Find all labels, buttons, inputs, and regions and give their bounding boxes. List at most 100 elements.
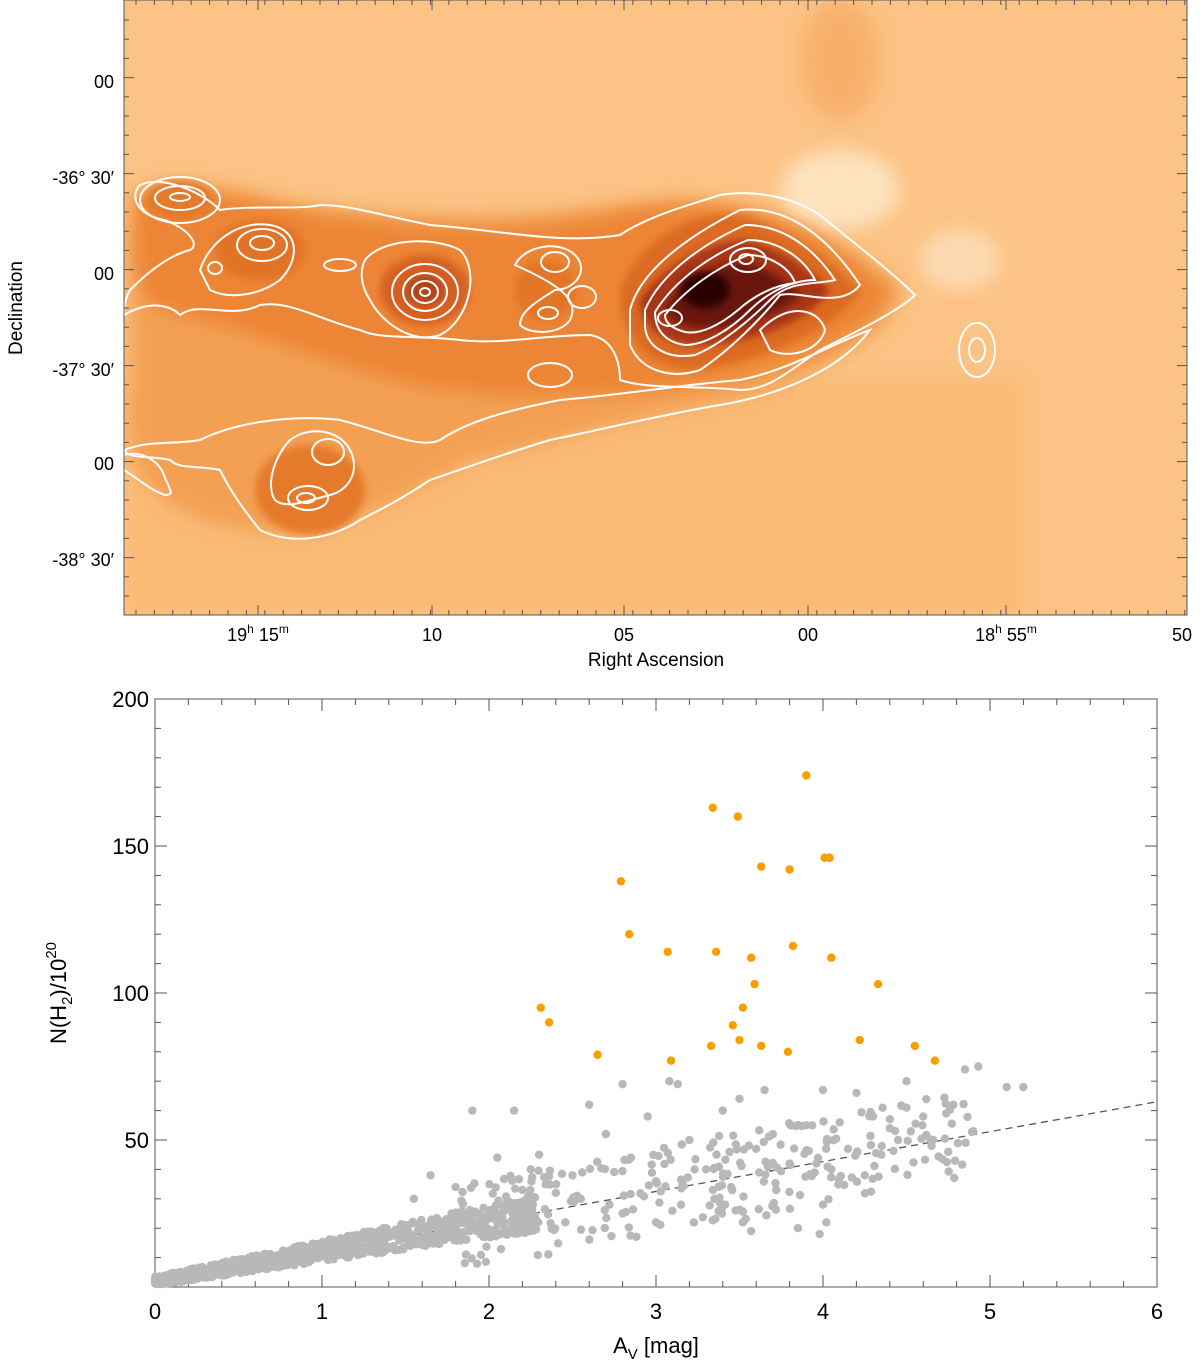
scatter-ytick-label: 50 bbox=[125, 1128, 149, 1153]
data-point bbox=[835, 1118, 844, 1127]
data-point bbox=[960, 1065, 970, 1074]
data-point bbox=[329, 1252, 338, 1262]
data-point bbox=[308, 1239, 317, 1248]
data-point bbox=[419, 1234, 429, 1243]
data-point bbox=[974, 1062, 983, 1071]
data-point bbox=[306, 1247, 315, 1256]
map-xtick-label-3: 00 bbox=[798, 625, 818, 645]
contour-east-1 bbox=[958, 322, 996, 378]
data-point bbox=[824, 1195, 833, 1204]
scatter-xtick-label: 6 bbox=[1151, 1299, 1163, 1324]
data-point bbox=[526, 1165, 535, 1174]
data-point bbox=[600, 1205, 609, 1215]
data-point bbox=[762, 1211, 771, 1220]
data-point bbox=[685, 1135, 694, 1145]
data-point bbox=[440, 1235, 450, 1245]
data-point bbox=[666, 1155, 675, 1164]
data-point bbox=[576, 1194, 586, 1204]
data-point bbox=[626, 1189, 635, 1199]
contour-blob-a1 bbox=[139, 176, 221, 224]
map-ylabel: Declination bbox=[6, 261, 27, 355]
data-point bbox=[866, 1131, 875, 1141]
data-point bbox=[418, 1222, 427, 1232]
data-point bbox=[940, 1134, 950, 1143]
data-point bbox=[647, 1168, 657, 1177]
data-point bbox=[493, 1153, 502, 1162]
data-point bbox=[447, 1226, 456, 1236]
contour-blob-d4 bbox=[567, 285, 597, 309]
scatter-frame bbox=[154, 698, 1158, 1288]
data-point bbox=[918, 1121, 927, 1130]
scatter-ytick-label: 100 bbox=[112, 981, 149, 1006]
data-point bbox=[708, 1216, 717, 1225]
data-point bbox=[507, 1208, 517, 1217]
data-point bbox=[499, 1174, 509, 1184]
contour-blob-c3 bbox=[402, 272, 448, 312]
data-point bbox=[618, 1166, 627, 1176]
data-point bbox=[829, 1125, 838, 1134]
scatter-ytick-label: 200 bbox=[112, 687, 149, 712]
scatter-xtick-label: 4 bbox=[817, 1299, 829, 1324]
data-point bbox=[772, 1185, 781, 1195]
data-point bbox=[472, 1259, 482, 1268]
data-point bbox=[389, 1241, 398, 1251]
data-point bbox=[665, 1077, 674, 1086]
data-point bbox=[160, 1271, 169, 1280]
data-point bbox=[938, 1154, 947, 1164]
data-point-high bbox=[666, 1056, 676, 1065]
data-point bbox=[712, 1150, 721, 1159]
data-point bbox=[851, 1151, 860, 1160]
data-point bbox=[950, 1156, 960, 1165]
data-point bbox=[507, 1176, 517, 1186]
data-point bbox=[754, 1168, 764, 1177]
data-point bbox=[605, 1200, 614, 1209]
data-point bbox=[819, 1117, 828, 1126]
contour-lower bbox=[122, 328, 873, 540]
data-point bbox=[167, 1277, 176, 1286]
data-point bbox=[426, 1171, 435, 1180]
data-point bbox=[544, 1250, 553, 1259]
data-point bbox=[320, 1241, 329, 1250]
data-point bbox=[534, 1166, 543, 1175]
data-point bbox=[771, 1205, 781, 1214]
data-point-high bbox=[827, 953, 836, 962]
data-point bbox=[860, 1171, 869, 1180]
data-point bbox=[870, 1161, 879, 1171]
data-point bbox=[488, 1189, 497, 1198]
data-point bbox=[481, 1257, 491, 1266]
data-point-high bbox=[536, 1003, 545, 1012]
data-point bbox=[866, 1140, 876, 1150]
data-point bbox=[468, 1106, 477, 1115]
data-point bbox=[689, 1218, 699, 1227]
data-point-high bbox=[785, 865, 794, 874]
data-point bbox=[498, 1209, 507, 1218]
data-point bbox=[501, 1192, 511, 1201]
contours bbox=[122, 176, 996, 540]
data-point bbox=[911, 1119, 920, 1128]
data-point bbox=[958, 1160, 967, 1169]
data-point bbox=[295, 1251, 304, 1261]
data-point bbox=[890, 1164, 900, 1174]
data-point bbox=[174, 1268, 184, 1277]
data-point bbox=[417, 1215, 426, 1225]
data-point bbox=[959, 1099, 968, 1109]
data-point bbox=[463, 1214, 472, 1224]
map-ticks bbox=[124, 0, 1187, 615]
data-point bbox=[755, 1126, 764, 1135]
scatter-ytick-labels: 50 100 150 200 bbox=[112, 687, 149, 1153]
data-point bbox=[660, 1159, 669, 1169]
contour-core-8 bbox=[758, 310, 827, 355]
data-point bbox=[394, 1224, 404, 1234]
data-point bbox=[731, 1140, 740, 1149]
contour-south-4 bbox=[296, 492, 316, 504]
data-point bbox=[827, 1165, 836, 1174]
extinction-map-image bbox=[124, 0, 1187, 615]
data-point bbox=[769, 1198, 779, 1208]
data-point bbox=[832, 1134, 841, 1143]
data-point bbox=[636, 1189, 645, 1198]
data-point bbox=[188, 1275, 198, 1284]
data-point bbox=[369, 1247, 379, 1256]
data-point bbox=[739, 1192, 748, 1201]
data-point bbox=[852, 1177, 862, 1186]
data-point bbox=[607, 1231, 616, 1241]
